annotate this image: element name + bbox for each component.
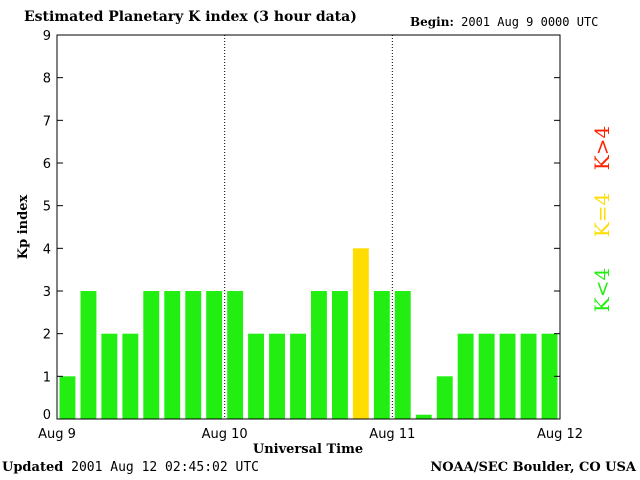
y-tick-label-0: 0 <box>43 408 51 423</box>
kp-bar-7 <box>185 291 202 419</box>
kp-bar-4 <box>122 333 139 419</box>
y-tick-label-6: 6 <box>43 157 51 172</box>
plot-frame <box>56 34 561 420</box>
updated-value: 2001 Aug 12 02:45:02 UTC <box>71 460 259 475</box>
x-tick-label-3: Aug 11 <box>369 427 415 442</box>
begin-value: 2001 Aug 9 0000 UTC <box>461 15 599 29</box>
legend-item-2: K=4 <box>590 193 614 237</box>
y-tick-label-4: 4 <box>43 242 51 257</box>
kp-bar-18 <box>415 414 432 419</box>
y-axis-label: Kp index <box>16 195 31 260</box>
kp-bar-11 <box>269 333 285 419</box>
y-tick-label-2: 2 <box>43 328 51 343</box>
y-tick-label-5: 5 <box>43 200 51 215</box>
y-tick-label-7: 7 <box>43 114 51 129</box>
kp-bar-22 <box>499 333 516 419</box>
kp-bar-6 <box>164 291 181 419</box>
kp-bar-5 <box>143 291 160 419</box>
kp-bar-24 <box>541 333 558 419</box>
y-tick-label-1: 1 <box>43 370 51 385</box>
kp-bar-12 <box>290 333 306 419</box>
kp-bar-20 <box>457 333 474 419</box>
kp-bar-13 <box>311 291 327 419</box>
x-tick-label-2: Aug 10 <box>202 427 248 442</box>
updated-label: Updated <box>2 460 64 475</box>
kp-bar-9 <box>227 291 244 419</box>
data-source: NOAA/SEC Boulder, CO USA <box>430 460 636 475</box>
kp-bar-21 <box>478 333 495 419</box>
kp-bar-14 <box>332 291 348 419</box>
kp-bar-16 <box>373 291 390 419</box>
y-tick-label-9: 9 <box>43 29 51 44</box>
begin-label: Begin: <box>410 15 454 29</box>
kp-bar-8 <box>206 291 223 419</box>
kp-bar-2 <box>80 291 97 419</box>
begin-time: Begin: 2001 Aug 9 0000 UTC <box>410 15 598 29</box>
kp-bar-10 <box>248 333 264 419</box>
kp-bar-3 <box>101 333 118 419</box>
kp-bar-23 <box>520 333 537 419</box>
y-tick-label-3: 3 <box>43 285 51 300</box>
x-tick-label-4: Aug 12 <box>537 427 583 442</box>
chart-title: Estimated Planetary K index (3 hour data… <box>24 9 357 25</box>
legend-item-1: K<4 <box>590 268 614 312</box>
legend-item-3: K>4 <box>590 126 614 170</box>
x-axis-label: Universal Time <box>253 442 363 457</box>
x-tick-label-1: Aug 9 <box>38 427 76 442</box>
kp-bar-1 <box>59 376 76 419</box>
kp-bar-19 <box>436 376 453 419</box>
y-tick-label-8: 8 <box>43 72 51 87</box>
kp-bar-17 <box>394 291 411 419</box>
updated-time: Updated 2001 Aug 12 02:45:02 UTC <box>2 460 259 475</box>
kp-bar-15 <box>352 248 369 419</box>
